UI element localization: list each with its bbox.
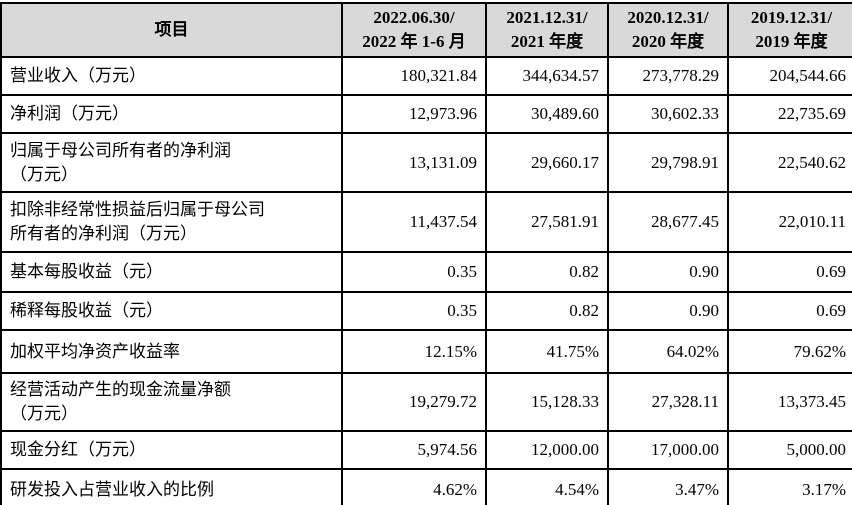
header-item-column: 项目 — [0, 1, 343, 59]
table-row: 营业收入（万元） 180,321.84 344,634.57 273,778.2… — [0, 56, 852, 97]
cell-value: 0.90 — [607, 251, 729, 294]
header-period-2020: 2020.12.31/ 2020 年度 — [607, 1, 729, 59]
row-label: 现金分红（万元） — [0, 430, 343, 471]
cell-value: 180,321.84 — [341, 56, 487, 97]
cell-value: 30,489.60 — [485, 94, 609, 135]
table-row: 加权平均净资产收益率 12.15% 41.75% 64.02% 79.62% — [0, 329, 852, 375]
table-row: 净利润（万元） 12,973.96 30,489.60 30,602.33 22… — [0, 94, 852, 135]
row-label: 加权平均净资产收益率 — [0, 329, 343, 375]
cell-value: 0.35 — [341, 291, 487, 332]
cell-value: 12.15% — [341, 329, 487, 375]
cell-value: 13,131.09 — [341, 132, 487, 194]
cell-value: 0.82 — [485, 291, 609, 332]
row-label: 稀释每股收益（元） — [0, 291, 343, 332]
cell-value: 5,974.56 — [341, 430, 487, 471]
row-label: 经营活动产生的现金流量净额 （万元） — [0, 372, 343, 433]
table-row: 研发投入占营业收入的比例 4.62% 4.54% 3.47% 3.17% — [0, 468, 852, 505]
cell-value: 273,778.29 — [607, 56, 729, 97]
cell-value: 30,602.33 — [607, 94, 729, 135]
header-period-2019: 2019.12.31/ 2019 年度 — [727, 1, 852, 59]
header-period-2022h1: 2022.06.30/ 2022 年 1-6 月 — [341, 1, 487, 59]
row-label: 扣除非经常性损益后归属于母公司 所有者的净利润（万元） — [0, 191, 343, 254]
cell-value: 22,735.69 — [727, 94, 852, 135]
row-label: 净利润（万元） — [0, 94, 343, 135]
cell-value: 0.35 — [341, 251, 487, 294]
cell-value: 12,000.00 — [485, 430, 609, 471]
cell-value: 4.62% — [341, 468, 487, 505]
table-row: 归属于母公司所有者的净利润 （万元） 13,131.09 29,660.17 2… — [0, 132, 852, 194]
cell-value: 204,544.66 — [727, 56, 852, 97]
row-label: 基本每股收益（元） — [0, 251, 343, 294]
cell-value: 27,328.11 — [607, 372, 729, 433]
cell-value: 11,437.54 — [341, 191, 487, 254]
cell-value: 27,581.91 — [485, 191, 609, 254]
cell-value: 0.69 — [727, 291, 852, 332]
cell-value: 22,010.11 — [727, 191, 852, 254]
cell-value: 5,000.00 — [727, 430, 852, 471]
cell-value: 0.90 — [607, 291, 729, 332]
row-label: 归属于母公司所有者的净利润 （万元） — [0, 132, 343, 194]
cell-value: 3.47% — [607, 468, 729, 505]
cell-value: 12,973.96 — [341, 94, 487, 135]
cell-value: 17,000.00 — [607, 430, 729, 471]
cell-value: 4.54% — [485, 468, 609, 505]
cell-value: 3.17% — [727, 468, 852, 505]
table-row: 现金分红（万元） 5,974.56 12,000.00 17,000.00 5,… — [0, 430, 852, 471]
header-period-2021: 2021.12.31/ 2021 年度 — [485, 1, 609, 59]
cell-value: 0.82 — [485, 251, 609, 294]
cell-value: 0.69 — [727, 251, 852, 294]
cell-value: 79.62% — [727, 329, 852, 375]
cell-value: 344,634.57 — [485, 56, 609, 97]
cell-value: 64.02% — [607, 329, 729, 375]
row-label: 营业收入（万元） — [0, 56, 343, 97]
table-row: 稀释每股收益（元） 0.35 0.82 0.90 0.69 — [0, 291, 852, 332]
cell-value: 13,373.45 — [727, 372, 852, 433]
cell-value: 29,798.91 — [607, 132, 729, 194]
cell-value: 29,660.17 — [485, 132, 609, 194]
row-label: 研发投入占营业收入的比例 — [0, 468, 343, 505]
table-row: 扣除非经常性损益后归属于母公司 所有者的净利润（万元） 11,437.54 27… — [0, 191, 852, 254]
cell-value: 15,128.33 — [485, 372, 609, 433]
table-row: 基本每股收益（元） 0.35 0.82 0.90 0.69 — [0, 251, 852, 294]
table-row: 经营活动产生的现金流量净额 （万元） 19,279.72 15,128.33 2… — [0, 372, 852, 433]
cell-value: 28,677.45 — [607, 191, 729, 254]
cell-value: 19,279.72 — [341, 372, 487, 433]
table-header-row: 项目 2022.06.30/ 2022 年 1-6 月 2021.12.31/ … — [0, 1, 852, 59]
cell-value: 22,540.62 — [727, 132, 852, 194]
cell-value: 41.75% — [485, 329, 609, 375]
